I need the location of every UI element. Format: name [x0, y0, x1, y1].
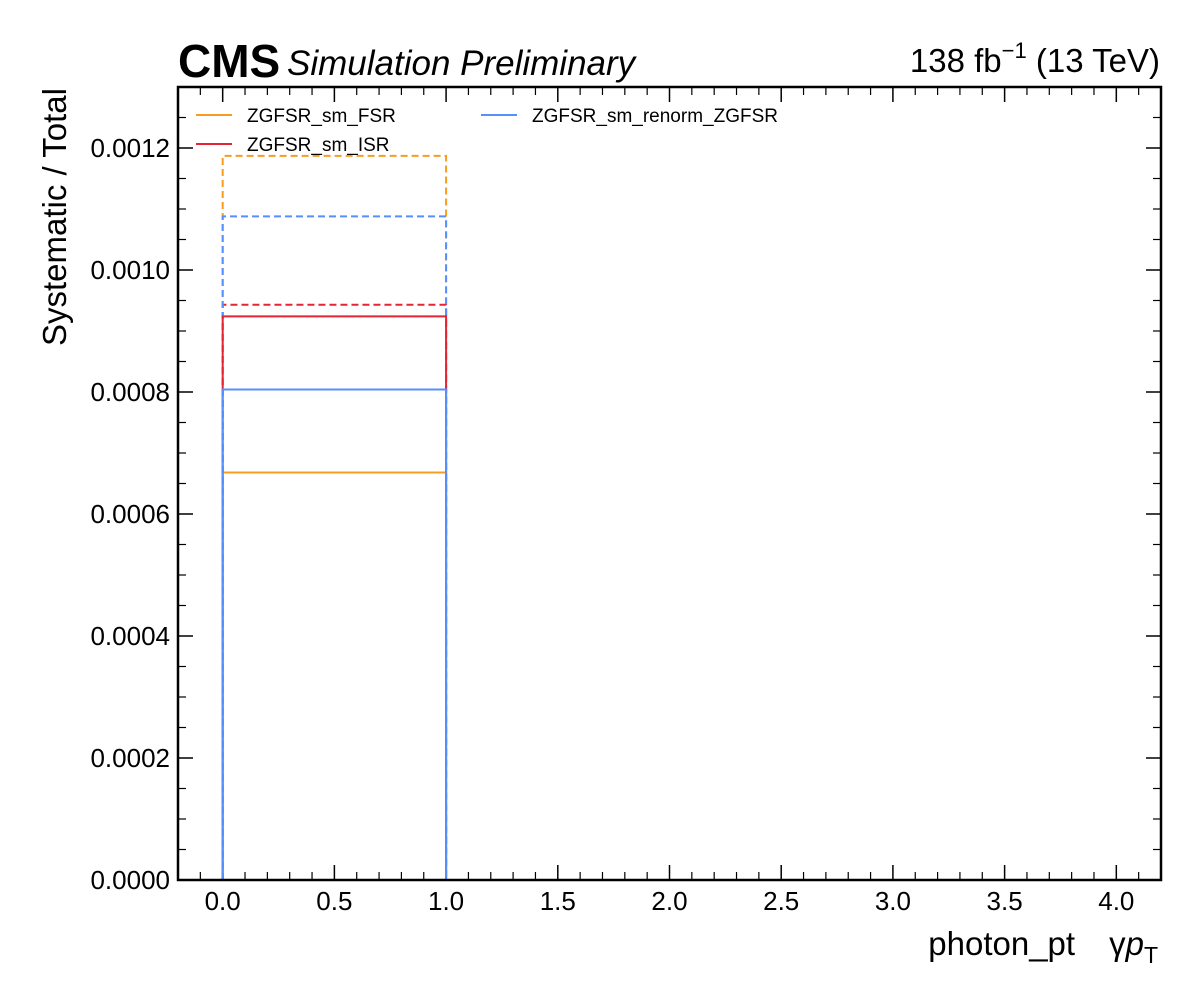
y-tick-label: 0.0000: [90, 865, 170, 895]
x-tick-label: 2.0: [651, 886, 687, 916]
legend-label: ZGFSR_sm_FSR: [247, 106, 396, 127]
x-tick-label: 1.5: [540, 886, 576, 916]
series-step-solid: [223, 473, 446, 880]
x-tick-label: 3.5: [987, 886, 1023, 916]
x-tick-label: 4.0: [1098, 886, 1134, 916]
x-tick-label: 2.5: [763, 886, 799, 916]
series-step-solid: [223, 390, 446, 880]
y-tick-label: 0.0008: [90, 377, 170, 407]
simulation-label: Simulation Preliminary: [287, 44, 638, 83]
energy-label: (13 TeV): [1027, 42, 1160, 79]
y-axis-label: Systematic / Total: [36, 88, 73, 346]
series-step-dashed: [223, 156, 446, 880]
x-axis-label-p: p: [1125, 925, 1144, 962]
y-tick-label: 0.0010: [90, 255, 170, 285]
series-step-dashed: [223, 305, 446, 880]
x-tick-label: 0.5: [316, 886, 352, 916]
lumi-exponent: −1: [1002, 38, 1027, 63]
y-tick-label: 0.0006: [90, 499, 170, 529]
y-tick-label: 0.0012: [90, 133, 170, 163]
x-axis-label-gamma: γ: [1109, 925, 1126, 962]
y-tick-label: 0.0002: [90, 743, 170, 773]
y-tick-label: 0.0004: [90, 621, 170, 651]
plot-frame: [178, 87, 1161, 880]
x-axis-label-sub: T: [1144, 942, 1158, 968]
x-axis-label: photon_pt γpT: [928, 925, 1158, 968]
cms-label: CMS: [178, 35, 280, 87]
legend-label: ZGFSR_sm_renorm_ZGFSR: [532, 106, 778, 127]
x-tick-label: 3.0: [875, 886, 911, 916]
series-step-solid: [223, 316, 446, 880]
chart: CMS Simulation Preliminary 138 fb−1 (13 …: [0, 0, 1200, 1000]
x-tick-label: 0.0: [205, 886, 241, 916]
lumi-label: 138 fb−1 (13 TeV): [910, 38, 1160, 79]
x-tick-label: 1.0: [428, 886, 464, 916]
x-axis-label-main: photon_pt: [928, 925, 1075, 962]
legend-label: ZGFSR_sm_ISR: [247, 135, 390, 156]
lumi-value: 138 fb: [910, 42, 1002, 79]
